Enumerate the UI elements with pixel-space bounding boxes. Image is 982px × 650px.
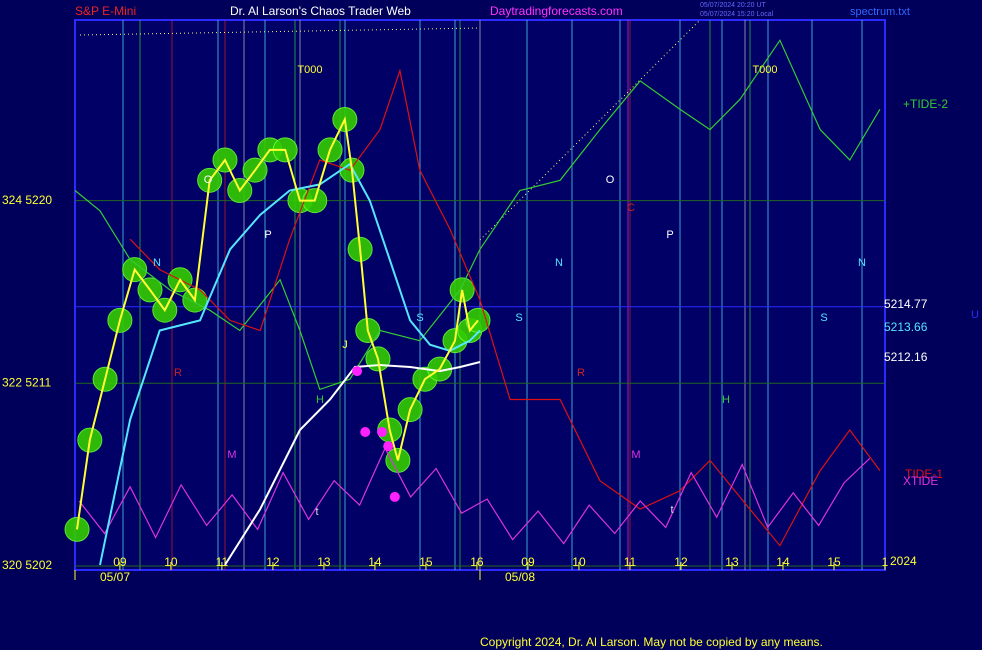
y-tick-label: 322 5211 bbox=[2, 375, 51, 389]
x-tick-label: 14 bbox=[368, 555, 382, 569]
annotation: H bbox=[316, 394, 324, 406]
marker-dot bbox=[383, 441, 394, 452]
annotation: J bbox=[342, 339, 348, 351]
annotation: S bbox=[416, 312, 423, 324]
x-tick-label: 09 bbox=[113, 555, 127, 569]
annotation: C bbox=[627, 202, 635, 214]
x-tick-label: 10 bbox=[572, 555, 586, 569]
timestamp: 05/07/2024 20:20 UT bbox=[700, 2, 766, 9]
annotation: R bbox=[577, 367, 585, 379]
annotation: R bbox=[174, 367, 182, 379]
series-label: XTIDE bbox=[903, 474, 938, 488]
annotation: O bbox=[204, 174, 213, 186]
y-tick-label: 324 5220 bbox=[2, 193, 52, 207]
x-tick-label: 10 bbox=[164, 555, 178, 569]
copyright: Copyright 2024, Dr. Al Larson. May not b… bbox=[480, 635, 823, 649]
date-label: 05/07 bbox=[100, 570, 130, 584]
marker-dot bbox=[360, 426, 371, 437]
annotation: S bbox=[820, 312, 827, 324]
series-line bbox=[74, 39, 881, 391]
annotation: T000 bbox=[752, 64, 777, 76]
annotation: N bbox=[555, 257, 563, 269]
series-line bbox=[78, 446, 871, 545]
timestamp: 05/07/2024 15:20 Local bbox=[700, 11, 774, 18]
x-tick-label: 15 bbox=[827, 555, 841, 569]
x-tick-label: 12 bbox=[674, 555, 688, 569]
annotation: M bbox=[631, 449, 640, 461]
annotation: P bbox=[666, 229, 673, 241]
level-label: 5214.77 bbox=[884, 297, 928, 311]
x-tick-label: 12 bbox=[266, 555, 280, 569]
x-tick-label: 14 bbox=[776, 555, 790, 569]
annotation: N bbox=[858, 257, 866, 269]
series-line bbox=[99, 162, 481, 566]
annotation: t bbox=[670, 504, 673, 516]
annotation: t bbox=[315, 506, 318, 518]
file-name: spectrum.txt bbox=[850, 6, 910, 18]
x-tick-label: 15 bbox=[419, 555, 433, 569]
annotation: P bbox=[264, 229, 271, 241]
year: 2024 bbox=[890, 554, 917, 568]
annotation: M bbox=[227, 449, 236, 461]
marker-dot bbox=[389, 491, 400, 502]
price-line bbox=[76, 116, 479, 530]
x-tick-label: 13 bbox=[725, 555, 739, 569]
annotation: T000 bbox=[297, 64, 322, 76]
price-bubble bbox=[64, 516, 90, 542]
x-tick-label: 16 bbox=[470, 555, 484, 569]
x-tick-label: 09 bbox=[521, 555, 535, 569]
x-tick-label: 1 bbox=[882, 555, 889, 569]
x-tick-label: 11 bbox=[216, 555, 229, 569]
annotation: O bbox=[606, 174, 615, 186]
annotation: N bbox=[153, 257, 161, 269]
level-label: 5213.66 bbox=[884, 320, 928, 334]
y-tick-label: 320 5202 bbox=[2, 558, 52, 572]
series-label: TIDE-1 bbox=[905, 467, 943, 481]
annotation: U bbox=[971, 309, 979, 321]
instrument: S&P E-Mini bbox=[75, 4, 136, 18]
marker-dot bbox=[377, 426, 388, 437]
chart-title: Dr. Al Larson's Chaos Trader Web bbox=[230, 4, 411, 18]
date-label: 05/08 bbox=[505, 570, 535, 584]
series-line bbox=[129, 68, 881, 547]
level-label: 5212.16 bbox=[884, 350, 928, 364]
marker-dot bbox=[352, 366, 363, 377]
site: Daytradingforecasts.com bbox=[490, 4, 623, 18]
series-line bbox=[224, 361, 481, 566]
x-tick-label: 11 bbox=[624, 555, 637, 569]
annotation: H bbox=[722, 394, 730, 406]
series-label: +TIDE-2 bbox=[903, 97, 948, 111]
trend-line bbox=[79, 27, 481, 36]
annotation: S bbox=[515, 312, 522, 324]
x-tick-label: 13 bbox=[317, 555, 331, 569]
